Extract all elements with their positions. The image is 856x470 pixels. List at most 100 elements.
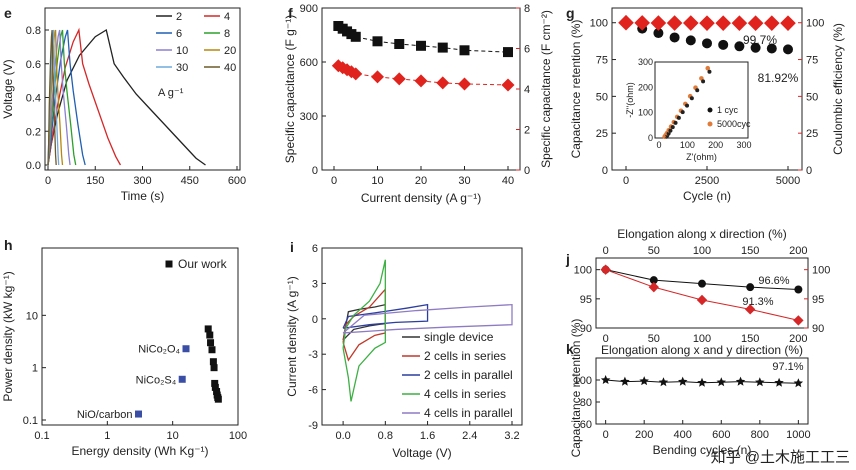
data-point [634,15,650,31]
inset-legend-label: 5000cyc [717,119,751,129]
data-point [718,39,729,50]
data-point [639,376,649,386]
watermark: 知乎 @土木施工工三 [711,449,850,466]
series-8-line [47,29,77,166]
y2-axis-label: Specific capacitance (F cm⁻²) [539,10,553,168]
legend-label: 4 [224,11,230,23]
point-label: NiCo₂S₄ [136,374,177,386]
panel-f: f 0 10 20 30 40 0 300 600 900 0 2 4 6 8 Current density… [283,3,553,205]
annotation: 81.92% [758,71,799,85]
y-tick-label: 6 [312,243,318,255]
data-point [372,36,383,47]
data-point [649,276,658,285]
legend-label: 2 [176,11,182,23]
x-tick-label: 0 [331,175,337,187]
inset-point [685,103,690,108]
y-tick-label: 100 [574,265,592,277]
inset-x-tick-label: 200 [708,140,723,150]
plot-frame [595,257,809,329]
data-point [213,388,221,396]
series-line [342,303,513,334]
annotation: 91.3% [742,296,773,308]
legend-label: 2 cells in series [424,349,506,363]
panel-letter: h [4,237,13,253]
series-line [342,303,429,329]
x-tick-label: 0 [45,175,51,187]
x-tick-label: 300 [133,175,151,187]
data-point [178,375,186,383]
data-point [135,410,143,418]
annotation: 97.1% [772,361,803,373]
x-tick-label: 1.6 [420,430,435,442]
x-axis-label: Time (s) [121,189,165,203]
x-tick-label: 100 [693,333,711,345]
y-tick-label: 0 [312,165,318,177]
y-tick-label: 90 [812,323,824,335]
y-tick-label: 0.4 [26,93,41,105]
x-top-tick-label: 100 [693,245,711,257]
plot-frame [595,357,809,425]
legend-label: 4 cells in series [424,387,506,401]
data-point [685,35,696,46]
data-point [209,358,217,366]
legend-unit: A g⁻¹ [158,87,184,99]
inset-point [668,128,673,133]
x-tick-label: 30 [458,175,470,187]
y-tick-label: 100 [812,265,830,277]
data-point [734,41,745,52]
legend-marker [165,260,173,268]
y-axis-label: Voltage (V) [1,59,15,118]
y-tick-label: 0.1 [23,415,38,427]
legend-label: 20 [224,45,236,57]
point-label: NiCo₂O₄ [138,344,180,356]
inset-y-tick-label: 300 [638,57,653,67]
inset-x-tick-label: 100 [680,140,695,150]
data-point [696,294,708,306]
data-point [669,32,680,43]
inset-point [670,125,675,130]
data-point [766,43,777,54]
x-tick-label: 100 [229,430,247,442]
data-point [750,42,761,53]
y-tick-label: 95 [812,294,824,306]
y-tick-label: 90 [580,323,592,335]
x-tick-label: 0.0 [335,430,350,442]
x-tick-label: 2500 [695,175,719,187]
data-point [210,364,218,372]
y-tick-label: 300 [300,111,318,123]
plot-frame [321,247,523,426]
data-point [416,40,426,51]
y-tick-label: 6 [524,44,530,56]
x-tick-label: 50 [648,333,660,345]
panel-letter: j [565,251,570,267]
x-axis-label: Energy density (Wh Kg⁻¹) [71,444,208,458]
data-point [702,38,712,49]
data-point [349,67,363,81]
data-point [437,42,448,53]
data-point [715,15,731,31]
data-point [600,375,611,384]
inset-x-tick-label: 0 [656,140,661,150]
x-axis-label: Bending cycles (n) [653,443,752,457]
data-point [600,264,611,275]
inset-y-label: -Z''(ohm) [625,82,635,117]
panel-j: j 00505010010015015020020090951009095100E… [565,227,830,357]
x-tick-label: 0 [603,333,609,345]
y-tick-label: 0 [806,165,812,177]
y-tick-label: -6 [308,385,318,397]
data-point [436,76,450,90]
data-point [650,15,667,31]
data-point [744,304,756,315]
panel-letter: f [288,5,293,21]
y-tick-label: 80 [580,397,592,409]
x-tick-label: 0 [603,429,609,441]
series-10-line [47,29,71,166]
y-tick-label: 10 [26,310,38,322]
x-top-tick-label: 0 [603,245,609,257]
data-point [207,339,215,347]
inset-y-tick-label: 0 [648,133,653,143]
panel-h: h 0.1 1 10 100 0.1 1 10 Energy density (Wh Kg⁻¹)… [1,237,247,458]
data-point [648,281,660,293]
panel-letter: e [4,5,12,21]
data-point [746,283,755,292]
